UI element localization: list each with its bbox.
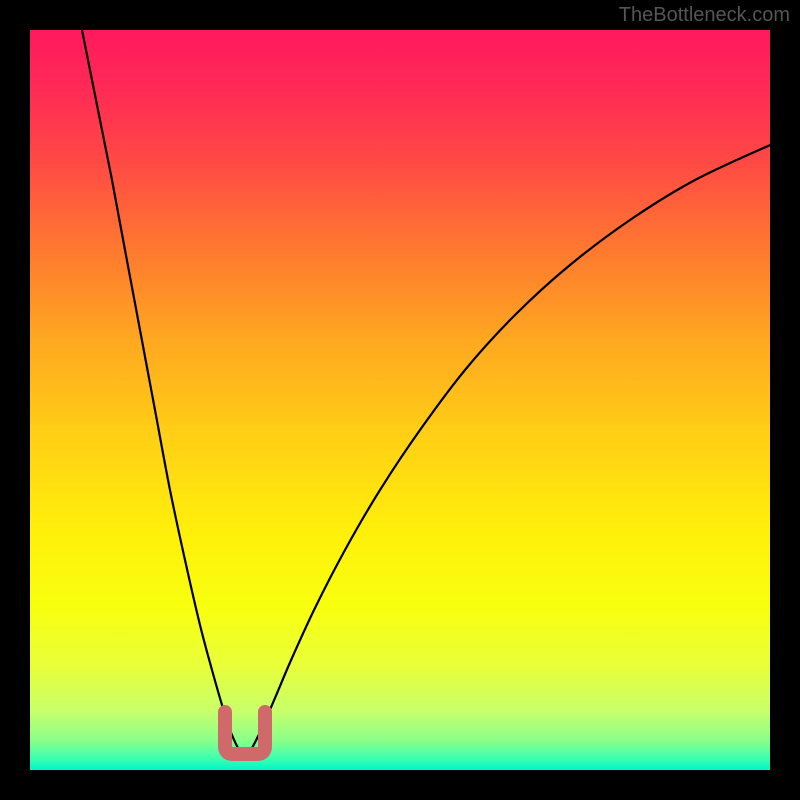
watermark-text: TheBottleneck.com <box>619 4 790 27</box>
right-curve <box>245 145 770 758</box>
plot-area <box>30 30 770 770</box>
left-curve <box>82 30 245 758</box>
notch-marker <box>225 712 265 754</box>
curve-layer <box>30 30 770 770</box>
